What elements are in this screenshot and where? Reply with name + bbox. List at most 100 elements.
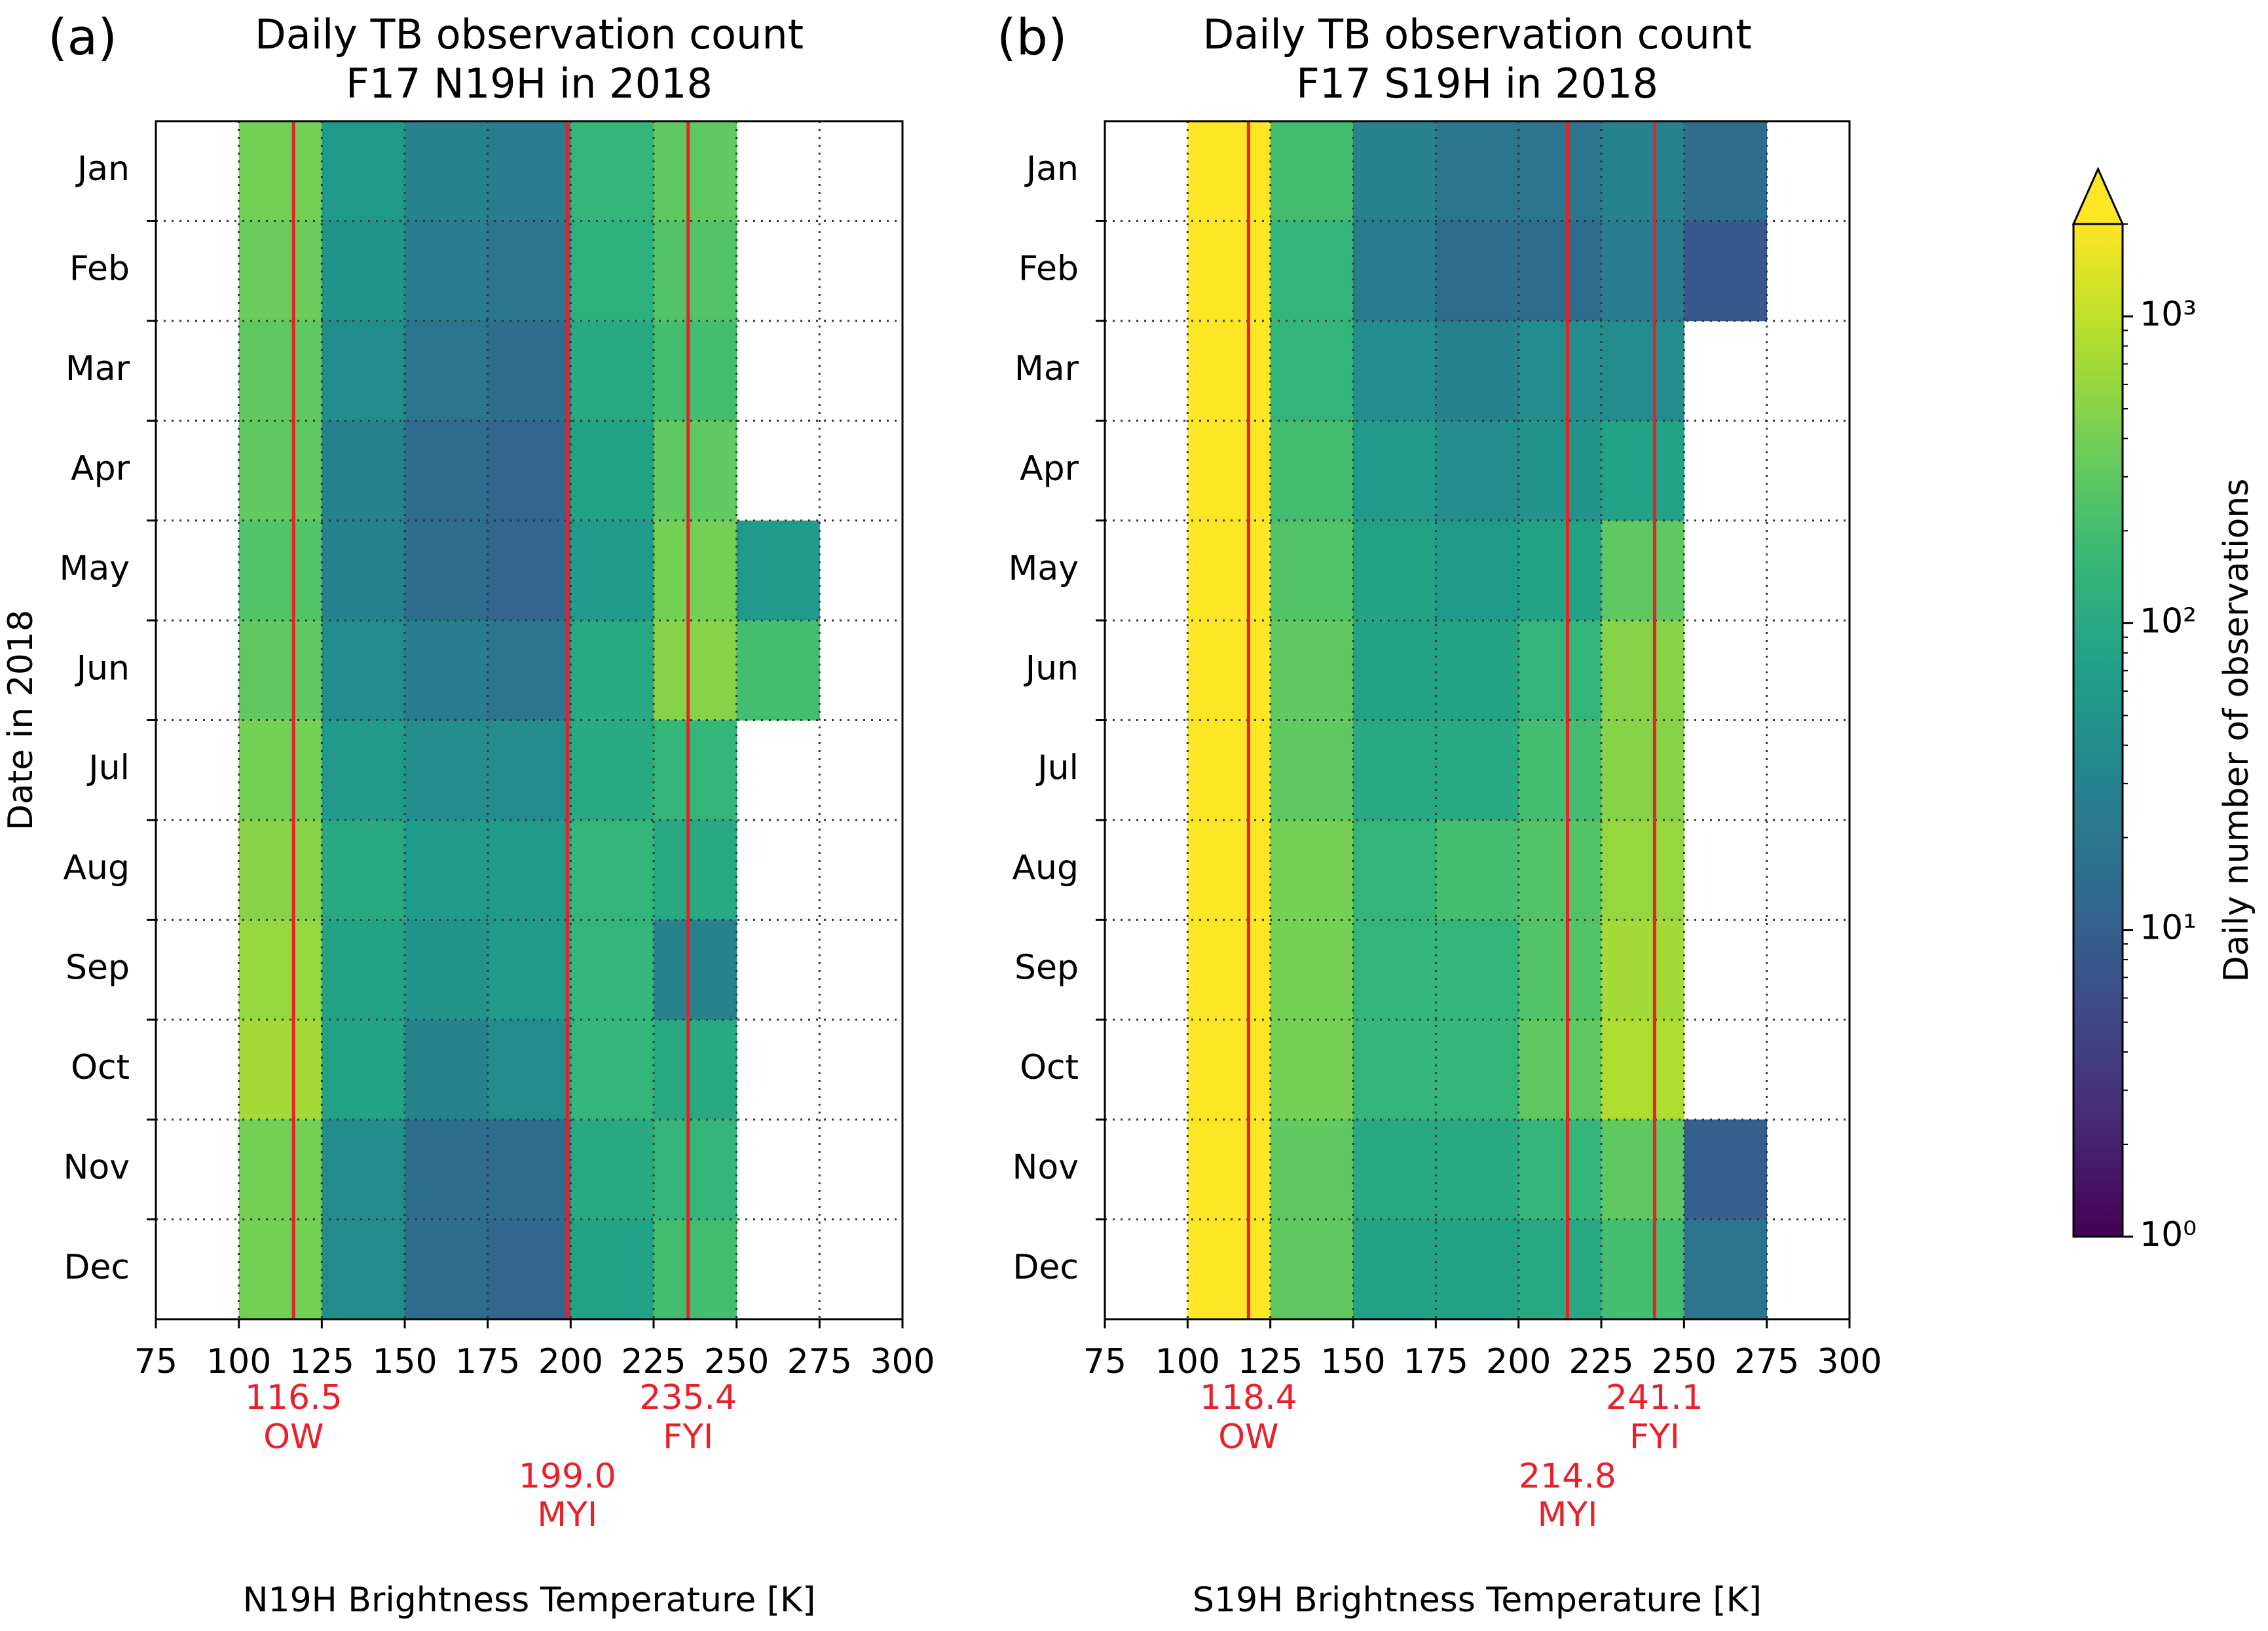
reference-value: 214.8 bbox=[1519, 1457, 1616, 1496]
heat-cell bbox=[1187, 1019, 1271, 1120]
y-tick-label: Jun bbox=[75, 648, 130, 688]
reference-value: 241.1 bbox=[1606, 1378, 1703, 1417]
x-tick-label: 150 bbox=[372, 1342, 437, 1381]
y-tick-label: Jul bbox=[1035, 749, 1079, 788]
heat-cell bbox=[405, 1019, 489, 1120]
heat-cell bbox=[238, 520, 322, 621]
y-tick-label: Feb bbox=[69, 250, 130, 289]
y-tick-label: Oct bbox=[1020, 1048, 1079, 1087]
heat-cell bbox=[654, 1019, 737, 1120]
heat-cell bbox=[405, 1219, 489, 1320]
y-tick-label: Feb bbox=[1018, 250, 1079, 289]
heat-cell bbox=[570, 520, 654, 621]
heat-cell bbox=[1518, 819, 1602, 920]
heat-cell bbox=[654, 819, 737, 920]
y-tick-label: Jan bbox=[75, 149, 130, 189]
heat-cell bbox=[654, 221, 737, 322]
heat-cell bbox=[487, 720, 571, 821]
y-tick-label: Nov bbox=[1013, 1148, 1079, 1187]
colorbar-tick-label: 10⁰ bbox=[2140, 1215, 2197, 1254]
heat-cell bbox=[1353, 520, 1436, 621]
heat-cell bbox=[1353, 1119, 1436, 1220]
heat-cell bbox=[1518, 1219, 1602, 1320]
heat-cell bbox=[1270, 421, 1354, 521]
heat-cell bbox=[1436, 1119, 1519, 1220]
heat-cell bbox=[1601, 520, 1684, 621]
heat-cell bbox=[238, 1119, 322, 1220]
heat-cell bbox=[405, 121, 489, 221]
y-tick-label: Nov bbox=[64, 1148, 130, 1187]
y-tick-label: Aug bbox=[63, 848, 130, 888]
heat-cell bbox=[1187, 819, 1271, 920]
y-tick-label: Mar bbox=[65, 349, 130, 388]
heat-cell bbox=[405, 520, 489, 621]
heat-cell bbox=[1270, 819, 1354, 920]
x-tick-label: 150 bbox=[1320, 1342, 1385, 1381]
heat-cell bbox=[1518, 1019, 1602, 1120]
heat-cell bbox=[654, 421, 737, 521]
heat-cell bbox=[1270, 920, 1354, 1021]
heat-cell bbox=[1270, 1219, 1354, 1320]
y-tick-label: Dec bbox=[1013, 1248, 1079, 1287]
heat-cell bbox=[570, 421, 654, 521]
x-tick-label: 200 bbox=[538, 1342, 603, 1381]
heat-cell bbox=[570, 221, 654, 322]
chart-title: Daily TB observation count bbox=[255, 10, 804, 58]
heat-cell bbox=[322, 1219, 405, 1320]
heat-cell bbox=[405, 320, 489, 421]
heat-cell bbox=[1518, 620, 1602, 721]
y-tick-label: Oct bbox=[71, 1048, 130, 1087]
heat-cell bbox=[1684, 221, 1768, 322]
heat-cell bbox=[405, 620, 489, 721]
heat-cell bbox=[238, 320, 322, 421]
heat-cell bbox=[405, 221, 489, 322]
x-tick-label: 275 bbox=[1734, 1342, 1799, 1381]
heat-cell bbox=[654, 320, 737, 421]
y-tick-label: Sep bbox=[1014, 948, 1079, 988]
heat-cell bbox=[1187, 920, 1271, 1021]
heat-cell bbox=[405, 819, 489, 920]
x-axis-label: N19H Brightness Temperature [K] bbox=[243, 1581, 816, 1620]
heat-cell bbox=[1518, 520, 1602, 621]
heat-cell bbox=[1518, 920, 1602, 1021]
heat-cell bbox=[322, 221, 405, 322]
heat-cell bbox=[1353, 819, 1436, 920]
y-tick-label: May bbox=[59, 549, 130, 588]
chart-title: Daily TB observation count bbox=[1203, 10, 1752, 58]
heat-cell bbox=[1353, 720, 1436, 821]
heat-cell bbox=[405, 720, 489, 821]
heat-cell bbox=[238, 1019, 322, 1120]
heat-cell bbox=[487, 819, 571, 920]
heat-cell bbox=[1187, 121, 1271, 221]
chart-subtitle: F17 N19H in 2018 bbox=[346, 60, 713, 107]
heat-cell bbox=[570, 819, 654, 920]
heat-cell bbox=[1187, 1119, 1271, 1220]
heat-cell bbox=[1187, 1219, 1271, 1320]
colorbar-tick-label: 10³ bbox=[2140, 295, 2197, 334]
heat-cell bbox=[654, 720, 737, 821]
heat-cell bbox=[1601, 221, 1684, 322]
heat-cell bbox=[570, 320, 654, 421]
heat-cell bbox=[1601, 620, 1684, 721]
heat-cell bbox=[1684, 121, 1768, 221]
heat-cell bbox=[1187, 720, 1271, 821]
heat-cell bbox=[736, 520, 820, 621]
heat-cell bbox=[322, 421, 405, 521]
heat-cell bbox=[322, 520, 405, 621]
heat-cell bbox=[1270, 320, 1354, 421]
heat-cell bbox=[1270, 520, 1354, 621]
heat-cell bbox=[1601, 1119, 1684, 1220]
reference-value: 235.4 bbox=[639, 1378, 737, 1417]
heat-cell bbox=[1436, 320, 1519, 421]
heat-cell bbox=[570, 720, 654, 821]
heat-cell bbox=[570, 121, 654, 221]
x-tick-label: 100 bbox=[206, 1342, 271, 1381]
heat-cell bbox=[1353, 620, 1436, 721]
heat-cell bbox=[487, 221, 571, 322]
heat-cell bbox=[1684, 1219, 1768, 1320]
heat-cell bbox=[1270, 121, 1354, 221]
heat-cell bbox=[1353, 1219, 1436, 1320]
heat-cell bbox=[654, 121, 737, 221]
heat-cell bbox=[1518, 1119, 1602, 1220]
